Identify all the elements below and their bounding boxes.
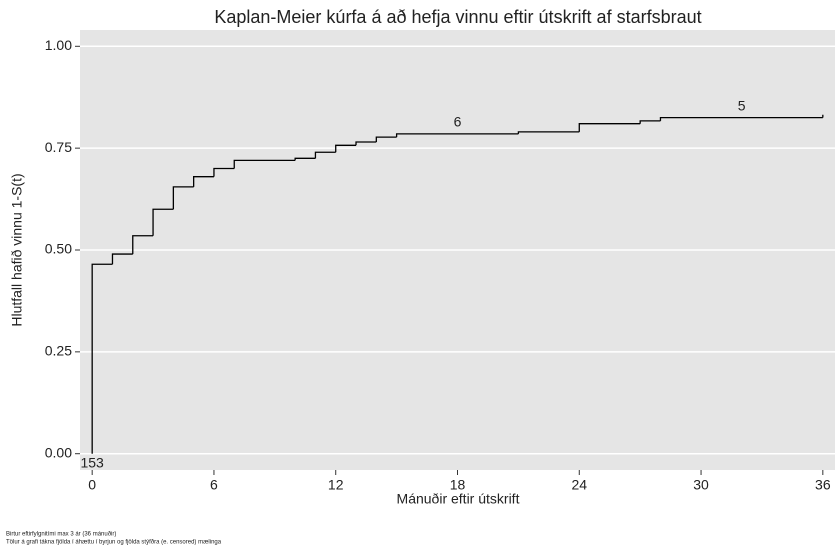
x-tick-label: 12 bbox=[328, 477, 344, 493]
step-segment bbox=[375, 136, 397, 143]
chart-title: Kaplan-Meier kúrfa á að hefja vinnu efti… bbox=[214, 7, 701, 27]
x-tick-label: 0 bbox=[88, 477, 96, 493]
at-risk-label: 5 bbox=[738, 97, 746, 113]
y-tick-label: 0.00 bbox=[45, 444, 72, 460]
step-segment bbox=[517, 131, 580, 134]
y-tick-label: 0.75 bbox=[45, 139, 72, 155]
step-segment bbox=[639, 120, 661, 124]
step-segment bbox=[172, 186, 194, 210]
x-tick-label: 18 bbox=[450, 477, 466, 493]
x-tick-label: 30 bbox=[693, 477, 709, 493]
y-tick-label: 0.50 bbox=[45, 241, 72, 257]
step-segment bbox=[294, 157, 316, 161]
x-axis-label: Mánuðir eftir útskrift bbox=[397, 491, 520, 507]
step-segment bbox=[213, 167, 235, 177]
step-segment bbox=[578, 123, 641, 132]
step-segment bbox=[193, 176, 214, 187]
x-tick-label: 24 bbox=[571, 477, 587, 493]
step-segment bbox=[233, 159, 296, 169]
note: Tölur á grafi tákna fjölda í áhættu í by… bbox=[6, 539, 222, 546]
y-tick-label: 0.25 bbox=[45, 343, 72, 359]
y-tick-label: 1.00 bbox=[45, 37, 72, 53]
step-segment bbox=[314, 151, 336, 159]
step-segment bbox=[395, 133, 519, 138]
step-segment bbox=[152, 208, 174, 236]
x-tick-label: 6 bbox=[210, 477, 218, 493]
step-segment bbox=[132, 235, 154, 255]
x-tick-label: 36 bbox=[815, 477, 831, 493]
step-segment bbox=[91, 263, 113, 454]
step-segment bbox=[355, 141, 377, 146]
note: Birtur eftirfylgnitími max 3 ár (36 mánu… bbox=[6, 531, 116, 538]
step-segment bbox=[659, 116, 823, 121]
at-risk-label: 6 bbox=[454, 114, 462, 130]
step-segment bbox=[335, 144, 357, 153]
y-axis-label: Hlutfall hafið vinnu 1-S(t) bbox=[9, 173, 25, 326]
step-segment bbox=[111, 253, 133, 265]
at-risk-label: 153 bbox=[80, 454, 104, 470]
